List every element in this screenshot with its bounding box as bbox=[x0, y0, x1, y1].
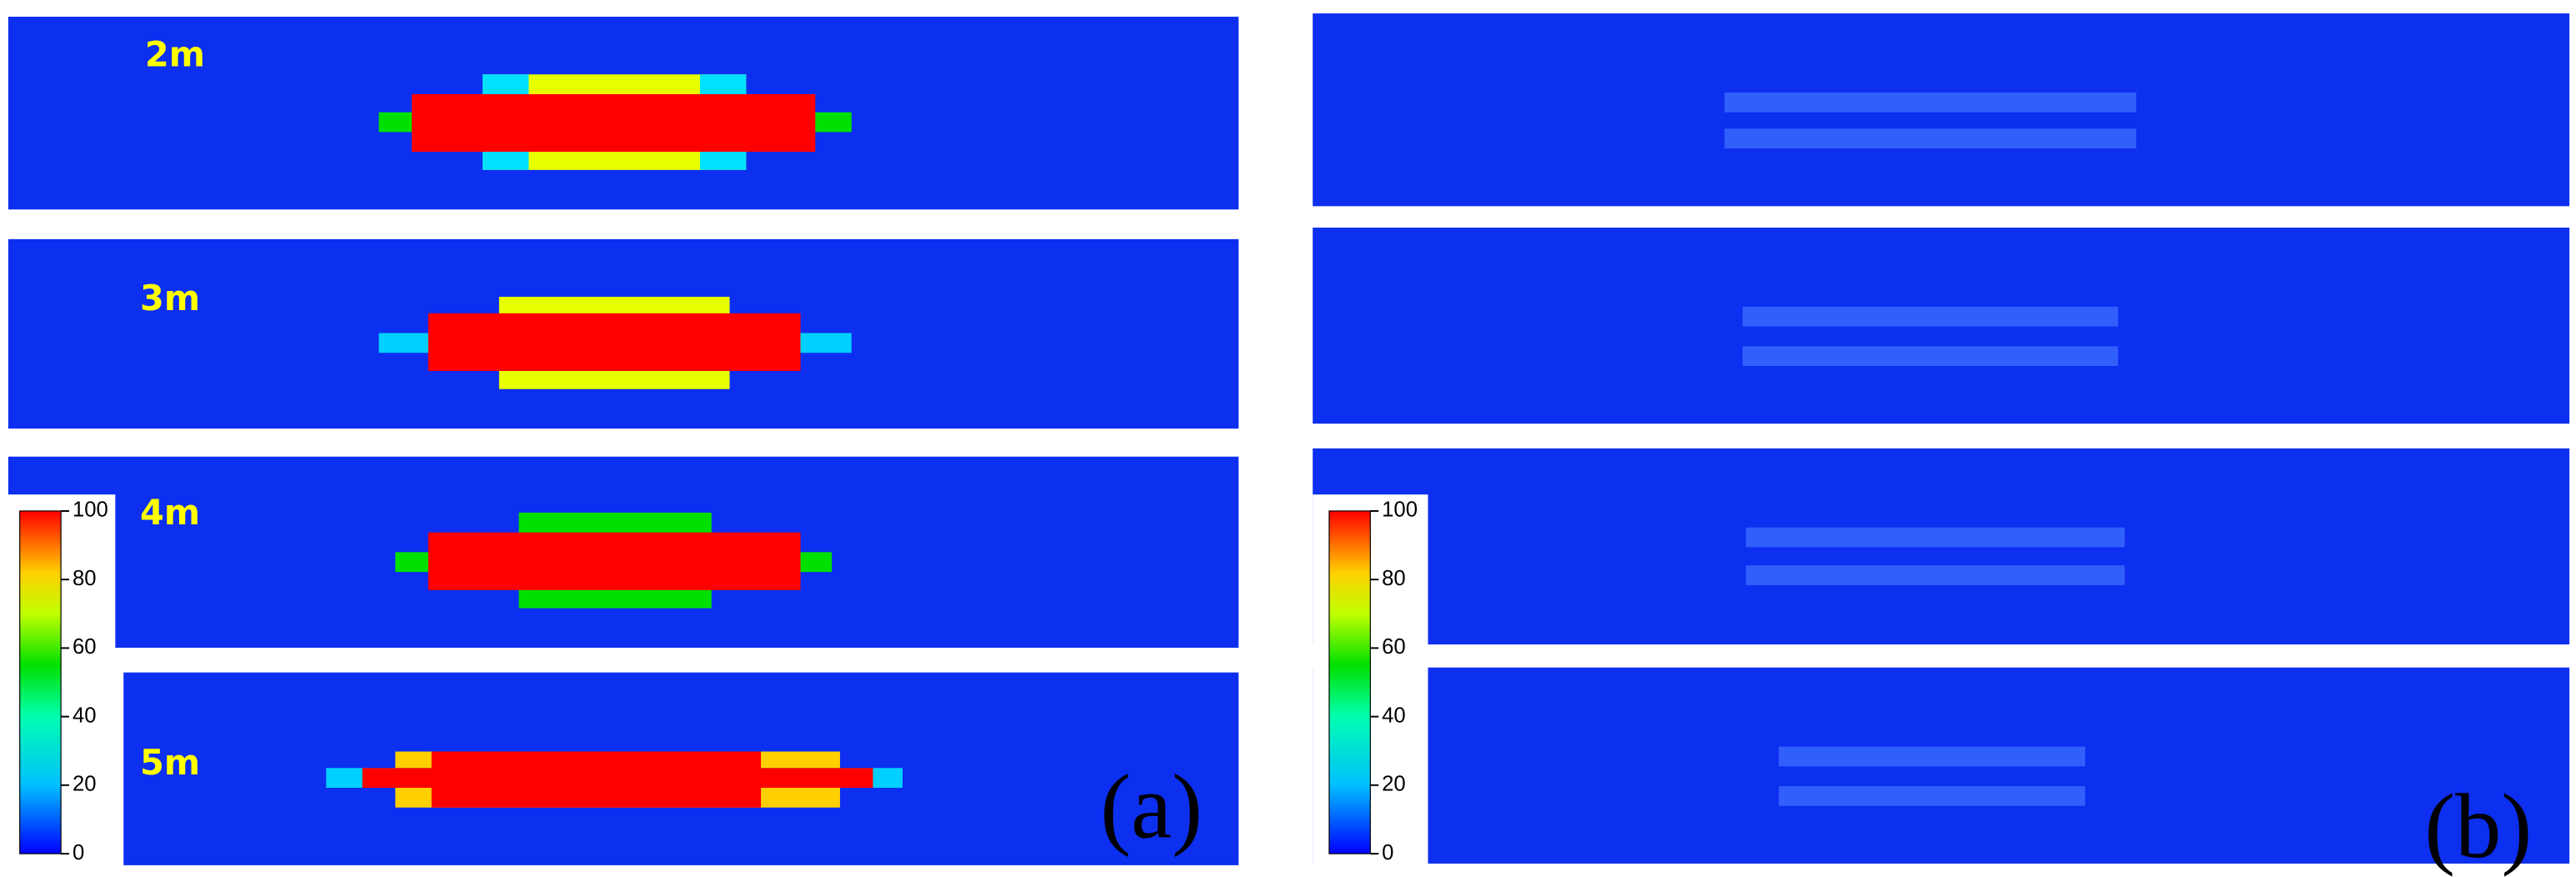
distance-label: 5m bbox=[140, 742, 200, 783]
distance-label: 3m bbox=[140, 278, 200, 318]
colorbar-tick-label: 0 bbox=[73, 841, 84, 864]
colorbar-tick-label: 40 bbox=[73, 704, 97, 727]
plume bbox=[1742, 306, 2118, 327]
plume bbox=[1745, 565, 2125, 585]
colorbar-tick-label: 60 bbox=[1382, 635, 1406, 659]
colorbar-tick-label: 80 bbox=[1382, 567, 1406, 590]
colorbar-tick-label: 100 bbox=[73, 499, 108, 522]
plume bbox=[1724, 128, 2137, 149]
plume bbox=[428, 532, 801, 590]
colorbar bbox=[1328, 510, 1371, 854]
colorbar-tick-label: 100 bbox=[1382, 499, 1418, 522]
plume bbox=[1778, 786, 2086, 806]
distance-label: 4m bbox=[140, 492, 200, 533]
plume bbox=[1778, 746, 2086, 767]
colorbar-tick-label: 20 bbox=[73, 773, 97, 796]
plume bbox=[1724, 92, 2137, 113]
plume bbox=[1745, 527, 2125, 548]
panel-label: (b) bbox=[2424, 774, 2532, 877]
panel-label: (a) bbox=[1100, 754, 1203, 857]
plume bbox=[431, 751, 762, 808]
plume bbox=[1742, 346, 2118, 367]
colorbar-tick-label: 60 bbox=[73, 635, 97, 659]
colorbar-tick-label: 40 bbox=[1382, 704, 1406, 727]
colorbar-tick-label: 0 bbox=[1382, 841, 1393, 864]
distance-label: 2m bbox=[145, 33, 205, 74]
colorbar-tick-label: 20 bbox=[1382, 773, 1406, 796]
plumes bbox=[326, 74, 2137, 808]
colorbar-tick-label: 80 bbox=[73, 567, 97, 590]
plume bbox=[412, 93, 816, 153]
heatmaps bbox=[8, 13, 2570, 865]
plume bbox=[428, 313, 801, 371]
colorbar bbox=[19, 510, 62, 854]
